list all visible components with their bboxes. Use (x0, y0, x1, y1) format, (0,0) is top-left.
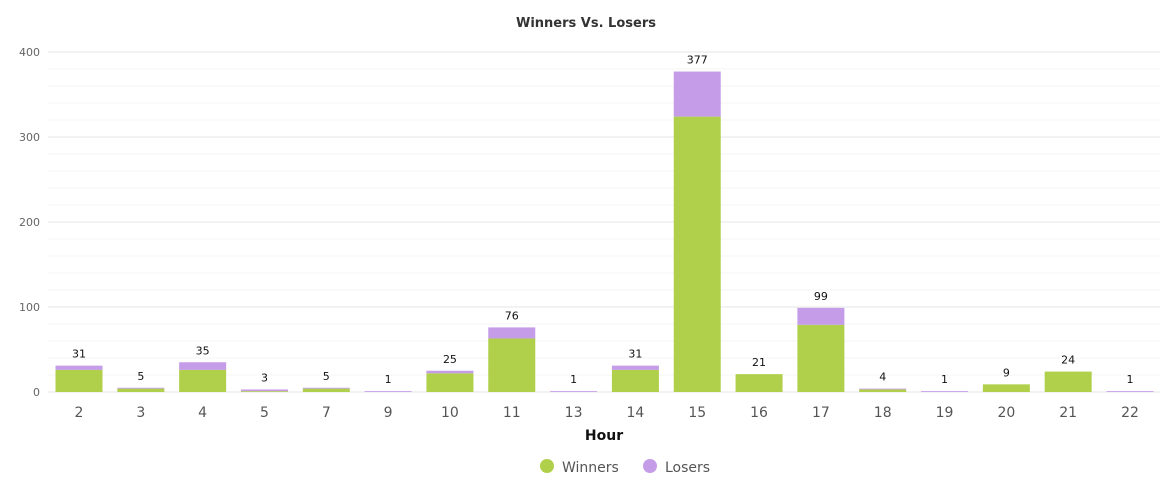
bar-losers (364, 391, 412, 392)
x-axis-title: Hour (585, 428, 623, 444)
data-label: 31 (72, 348, 86, 361)
data-label: 5 (137, 370, 144, 383)
bar-winners (859, 389, 907, 392)
bar-winners (488, 338, 536, 392)
x-tick-label: 20 (997, 405, 1015, 421)
bar-losers (117, 387, 165, 389)
x-tick-label: 2 (75, 405, 84, 421)
data-label: 1 (570, 373, 577, 386)
x-tick-label: 10 (441, 405, 459, 421)
bar-losers (179, 362, 227, 370)
x-tick-label: 16 (750, 405, 768, 421)
bar-losers (921, 391, 969, 392)
data-label: 76 (505, 309, 519, 322)
data-label: 25 (443, 353, 457, 366)
bar-winners (426, 373, 474, 392)
x-tick-label: 4 (198, 405, 207, 421)
y-axis: 0 100 200 300 400 (19, 46, 40, 399)
x-tick-label: 15 (688, 405, 706, 421)
bar-winners (982, 384, 1030, 392)
bar-losers (302, 387, 350, 389)
x-tick-label: 19 (936, 405, 954, 421)
data-label: 377 (687, 54, 708, 67)
y-tick-label: 300 (19, 131, 40, 144)
x-tick-label: 14 (626, 405, 644, 421)
data-label: 31 (628, 348, 642, 361)
x-tick-label: 21 (1059, 405, 1077, 421)
x-tick-label: 22 (1121, 405, 1139, 421)
bar-winners (797, 324, 845, 392)
bar-losers (488, 327, 536, 339)
data-label: 21 (752, 356, 766, 369)
data-label: 1 (385, 373, 392, 386)
bar-losers (55, 365, 103, 370)
data-label: 5 (323, 370, 330, 383)
bar-losers (797, 307, 845, 325)
bar-winners (735, 374, 783, 392)
y-tick-label: 0 (33, 386, 40, 399)
bar-losers (673, 71, 721, 117)
data-label: 1 (941, 373, 948, 386)
y-tick-label: 200 (19, 216, 40, 229)
grid (48, 51, 1160, 393)
bar-winners (611, 369, 659, 392)
x-tick-label: 18 (874, 405, 892, 421)
data-label: 24 (1061, 354, 1075, 367)
bar-losers (426, 370, 474, 374)
chart-title: Winners Vs. Losers (516, 16, 656, 31)
bar-winners (302, 388, 350, 392)
data-label: 9 (1003, 366, 1010, 379)
x-tick-label: 7 (322, 405, 331, 421)
x-tick-label: 9 (384, 405, 393, 421)
data-label: 35 (196, 344, 210, 357)
y-tick-label: 400 (19, 46, 40, 59)
bars (55, 71, 1154, 392)
legend: Winners Losers (540, 459, 710, 476)
bar-losers (550, 391, 598, 392)
x-tick-label: 5 (260, 405, 269, 421)
x-axis: 2 3 4 5 7 9 10 11 13 14 15 16 17 18 19 20 21 22 (75, 405, 1139, 421)
y-tick-label: 100 (19, 301, 40, 314)
bar-winners (240, 391, 288, 392)
legend-label-winners: Winners (562, 460, 619, 476)
x-tick-label: 3 (136, 405, 145, 421)
x-tick-label: 17 (812, 405, 830, 421)
bar-losers (859, 388, 907, 390)
bar-winners (673, 116, 721, 392)
bar-winners (1044, 371, 1092, 392)
bar-winners (179, 369, 227, 392)
data-label: 3 (261, 371, 268, 384)
data-label: 99 (814, 290, 828, 303)
data-label: 4 (879, 371, 886, 384)
legend-marker-losers (643, 459, 657, 473)
data-label: 1 (1127, 373, 1134, 386)
legend-label-losers: Losers (665, 460, 710, 476)
bar-losers (240, 389, 288, 392)
bar-losers (611, 365, 659, 370)
bar-winners (117, 388, 165, 392)
bar-losers (1106, 391, 1154, 392)
bar-winners (55, 369, 103, 392)
x-tick-label: 13 (565, 405, 583, 421)
x-tick-label: 11 (503, 405, 521, 421)
legend-marker-winners (540, 459, 554, 473)
